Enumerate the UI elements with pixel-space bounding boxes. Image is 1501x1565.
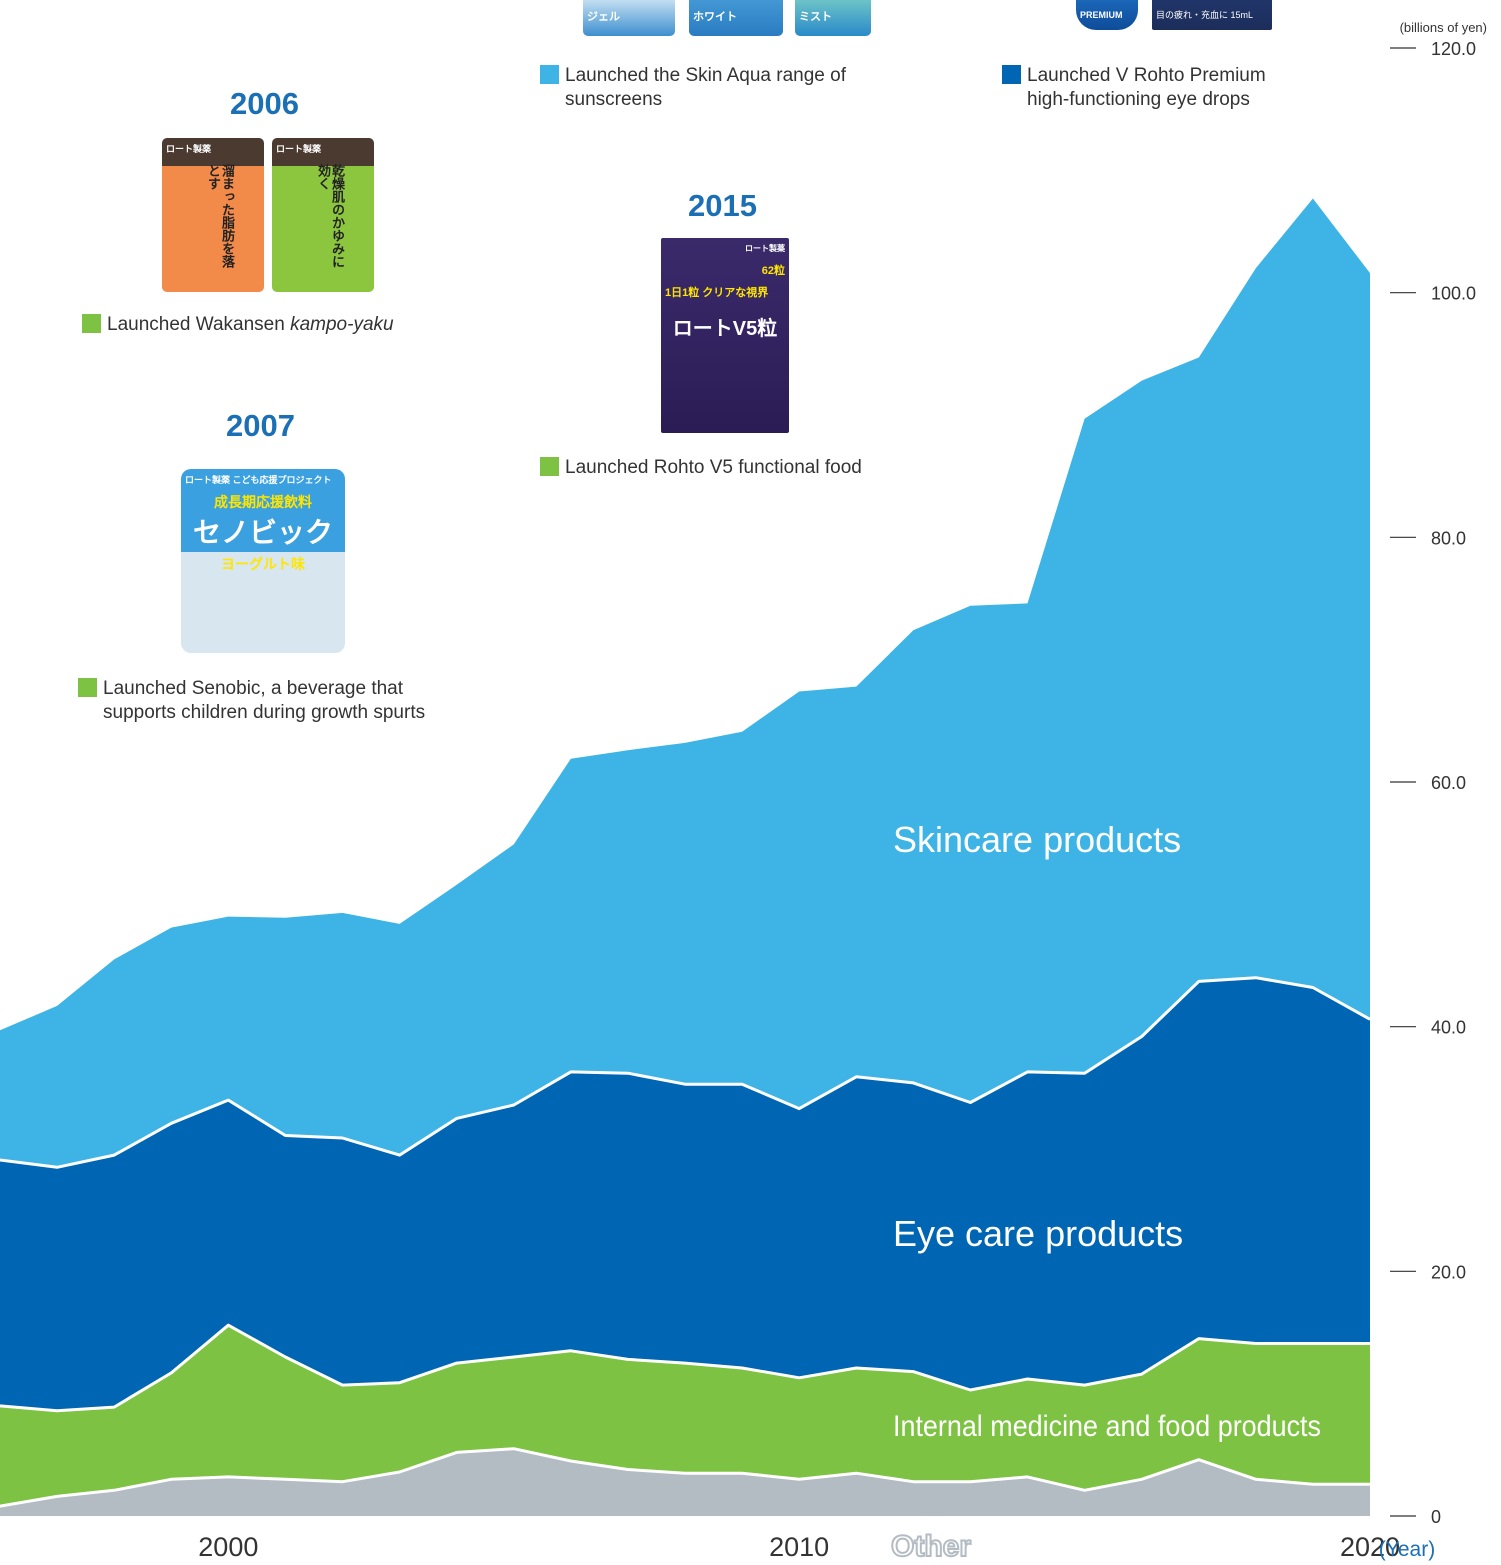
vrohto-bottle-image: PREMIUM: [1076, 0, 1138, 30]
milestone-skin-aqua-line1: Launched the Skin Aqua range of: [565, 65, 847, 86]
milestone-senobic-line2: supports children during growth spurts: [103, 702, 426, 723]
vrohto-box-text: 目の疲れ・充血に 15mL: [1156, 10, 1254, 20]
y-tick-label: 20.0: [1431, 1262, 1466, 1282]
milestone-wakansen-text: Launched Wakansen: [107, 314, 291, 335]
skinaqua-gel-image: ジェル: [583, 0, 675, 36]
series-label: Other: [891, 1530, 971, 1563]
vrohto-bottle-text: PREMIUM: [1080, 10, 1123, 20]
vrohto-box-image: 目の疲れ・充血に 15mL: [1152, 0, 1272, 30]
boundary-internal-medicine-and-food-products: [0, 1323, 1370, 1413]
y-tick-label: 60.0: [1431, 773, 1466, 793]
milestone-v-rohto: Launched V Rohto Premium high-functionin…: [1002, 64, 1266, 112]
wakansen-green-brand: ロート製薬: [276, 144, 322, 154]
milestone-senobic-line1: Launched Senobic, a beverage that: [103, 678, 404, 699]
y-tick-label: 0: [1431, 1507, 1441, 1527]
y-tick-label: 120.0: [1431, 39, 1476, 59]
legend-square-internal-3: [540, 457, 559, 476]
wakansen-orange-title: 溜まった脂肪を落とす: [206, 164, 235, 268]
series-label: Eye care products: [893, 1213, 1183, 1254]
skinaqua-white-image: ホワイト: [689, 0, 783, 36]
legend-square-eyecare: [1002, 65, 1021, 84]
skinaqua-mist-image: ミスト: [795, 0, 871, 36]
milestone-rohto-v5: Launched Rohto V5 functional food: [540, 456, 862, 480]
x-axis-label: (Year): [1379, 1538, 1435, 1561]
rohto-v5-package: ロート製薬 62粒 1日1粒 クリアな視界 ロートV5粒: [661, 238, 789, 433]
milestone-v-rohto-line1: Launched V Rohto Premium: [1027, 65, 1266, 86]
unit-label: (billions of yen): [1400, 20, 1487, 35]
senobic-package: ロート製薬 こども応援プロジェクト 成長期応援飲料 セノビック ヨーグルト味: [181, 469, 345, 653]
wakansen-green-title: 乾燥肌のかゆみに効く: [316, 164, 345, 268]
legend-square-internal-2: [78, 678, 97, 697]
milestone-year-2015: 2015: [688, 188, 757, 223]
area-layers: [0, 198, 1371, 1516]
rohto-v5-brand: ロート製薬: [745, 244, 785, 253]
senobic-flavor: ヨーグルト味: [221, 556, 305, 572]
y-tick-label: 100.0: [1431, 284, 1476, 304]
wakansen-green-package: ロート製薬 乾燥肌のかゆみに効く: [272, 138, 374, 292]
rohto-v5-count: 62粒: [761, 265, 785, 277]
milestone-year-2007: 2007: [226, 408, 295, 443]
legend-square-internal: [82, 314, 101, 333]
x-tick-label: 2010: [769, 1532, 829, 1562]
milestone-wakansen: Launched Wakansen kampo-yaku: [82, 313, 394, 337]
area-other: [0, 1448, 1370, 1516]
y-tick-label: 40.0: [1431, 1018, 1466, 1038]
milestone-wakansen-em: kampo-yaku: [290, 314, 394, 335]
wakansen-orange-package: ロート製薬 溜まった脂肪を落とす: [162, 138, 264, 292]
milestone-senobic: Launched Senobic, a beverage that suppor…: [78, 677, 425, 725]
skinaqua-white-text: ホワイト: [693, 11, 737, 23]
area-internal-medicine-and-food-products: [0, 1325, 1370, 1516]
boundary-eye-care-products: [0, 976, 1371, 1169]
wakansen-orange-brand: ロート製薬: [166, 144, 212, 154]
skinaqua-gel-text: ジェル: [587, 11, 620, 23]
rohto-v5-name: ロートV5粒: [672, 318, 778, 340]
milestone-year-2006: 2006: [230, 86, 299, 121]
y-axis: 0 20.0 40.0 60.0 80.0 100.0 120.0: [1390, 39, 1476, 1527]
legend-square-skincare: [540, 65, 559, 84]
milestone-skin-aqua-line2: sunscreens: [565, 89, 663, 110]
senobic-brand: ロート製薬 こども応援プロジェクト: [185, 475, 332, 485]
milestone-v-rohto-line2: high-functioning eye drops: [1027, 89, 1250, 110]
milestone-skin-aqua: Launched the Skin Aqua range of sunscree…: [540, 64, 846, 112]
senobic-sub: 成長期応援飲料: [214, 494, 312, 510]
skinaqua-mist-text: ミスト: [799, 11, 832, 23]
rohto-v5-top: 1日1粒 クリアな視界: [665, 287, 769, 299]
x-tick-label: 2000: [198, 1532, 258, 1562]
x-axis: 2000 2010 2020(Year): [198, 1532, 1435, 1562]
milestone-rohto-v5-text: Launched Rohto V5 functional food: [565, 457, 862, 478]
boundary-other: [0, 1447, 1370, 1508]
series-label: Internal medicine and food products: [893, 1410, 1321, 1443]
y-tick-label: 80.0: [1431, 528, 1466, 548]
series-label: Skincare products: [893, 819, 1181, 860]
series-labels: Skincare products Eye care products Intern…: [890, 819, 1321, 1564]
x-tick-label: 2020: [1340, 1532, 1400, 1562]
senobic-name: セノビック: [192, 517, 333, 548]
